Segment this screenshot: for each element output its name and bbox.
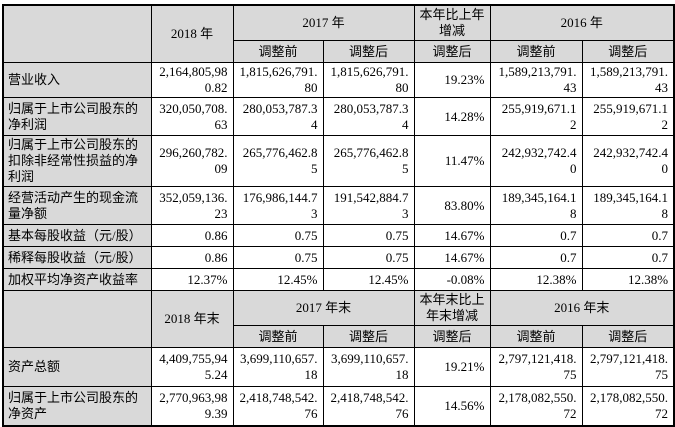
cell-change: 11.47%	[413, 135, 491, 187]
row-label: 归属于上市公司股东的净利润	[2, 97, 152, 136]
cell-2016-before: 0.7	[489, 224, 583, 247]
cell-2017-after: 0.75	[322, 224, 415, 247]
cell-2017-before: 176,986,144.73	[232, 186, 324, 225]
row-net-profit-excl-nonrecurring: 归属于上市公司股东的扣除非经常性损益的净利润 296,260,782.09 26…	[2, 135, 675, 187]
cell-2018: 2,770,963,989.39	[150, 386, 234, 426]
row-label: 经营活动产生的现金流量净额	[2, 186, 152, 225]
col-header-2018-end: 2018 年末	[150, 290, 234, 348]
col-header-change: 本年比上年增减	[413, 4, 491, 41]
cell-2017-after: 280,053,787.34	[322, 97, 415, 136]
financial-summary-table: 2018 年 2017 年 本年比上年增减 2016 年 调整前 调整后 调整后…	[2, 4, 675, 427]
cell-2018: 0.86	[150, 246, 234, 269]
row-label: 归属于上市公司股东的扣除非经常性损益的净利润	[2, 135, 152, 187]
cell-2017-before: 1,815,626,791.80	[232, 62, 324, 98]
cell-2016-before: 2,797,121,418.75	[489, 347, 583, 387]
section2-header-row-1: 2018 年末 2017 年末 本年末比上年末增减 2016 年末	[2, 290, 675, 348]
cell-change: 14.67%	[413, 246, 491, 269]
cell-2018: 320,050,708.63	[150, 97, 234, 136]
cell-change: 14.28%	[413, 97, 491, 136]
cell-2017-after: 12.45%	[322, 268, 415, 291]
subheader-2017-before: 调整前	[232, 325, 324, 348]
col-header-2016: 2016 年	[489, 4, 675, 41]
cell-2017-before: 280,053,787.34	[232, 97, 324, 136]
cell-2016-before: 255,919,671.12	[489, 97, 583, 136]
cell-2017-before: 0.75	[232, 224, 324, 247]
row-weighted-avg-roe: 加权平均净资产收益率 12.37% 12.45% 12.45% -0.08% 1…	[2, 268, 675, 291]
cell-2016-before: 242,932,742.40	[489, 135, 583, 187]
cell-2017-after: 3,699,110,657.18	[322, 347, 415, 387]
subheader-2016-after: 调整后	[581, 40, 675, 63]
cell-change: 19.23%	[413, 62, 491, 98]
cell-2017-after: 191,542,884.73	[322, 186, 415, 225]
cell-2017-before: 2,418,748,542.76	[232, 386, 324, 426]
row-net-assets: 归属于上市公司股东的净资产 2,770,963,989.39 2,418,748…	[2, 386, 675, 426]
cell-change: 19.21%	[413, 347, 491, 387]
row-label: 基本每股收益（元/股）	[2, 224, 152, 247]
row-label: 营业收入	[2, 62, 152, 98]
cell-2016-after: 2,797,121,418.75	[581, 347, 675, 387]
cell-2017-before: 0.75	[232, 246, 324, 269]
subheader-change-after: 调整后	[413, 40, 491, 63]
cell-change: 83.80%	[413, 186, 491, 225]
cell-2018: 12.37%	[150, 268, 234, 291]
cell-2016-after: 0.7	[581, 246, 675, 269]
cell-2016-after: 12.38%	[581, 268, 675, 291]
row-total-assets: 资产总额 4,409,755,945.24 3,699,110,657.18 3…	[2, 347, 675, 387]
cell-2016-after: 1,589,213,791.43	[581, 62, 675, 98]
subheader-2016-before: 调整前	[489, 40, 583, 63]
col-header-2017: 2017 年	[232, 4, 415, 41]
cell-2016-before: 12.38%	[489, 268, 583, 291]
cell-2017-before: 265,776,462.85	[232, 135, 324, 187]
cell-change: 14.67%	[413, 224, 491, 247]
cell-2016-after: 242,932,742.40	[581, 135, 675, 187]
col-header-change-end: 本年末比上年末增减	[413, 290, 491, 326]
row-revenue: 营业收入 2,164,805,980.82 1,815,626,791.80 1…	[2, 62, 675, 98]
cell-change: -0.08%	[413, 268, 491, 291]
row-operating-cash-flow: 经营活动产生的现金流量净额 352,059,136.23 176,986,144…	[2, 186, 675, 225]
cell-2018: 2,164,805,980.82	[150, 62, 234, 98]
section1-header-row-1: 2018 年 2017 年 本年比上年增减 2016 年	[2, 4, 675, 63]
cell-2017-after: 1,815,626,791.80	[322, 62, 415, 98]
row-label: 稀释每股收益（元/股）	[2, 246, 152, 269]
row-label: 加权平均净资产收益率	[2, 268, 152, 291]
row-label: 归属于上市公司股东的净资产	[2, 386, 152, 426]
row-diluted-eps: 稀释每股收益（元/股） 0.86 0.75 0.75 14.67% 0.7 0.…	[2, 246, 675, 269]
cell-2017-after: 0.75	[322, 246, 415, 269]
cell-2017-after: 2,418,748,542.76	[322, 386, 415, 426]
cell-change: 14.56%	[413, 386, 491, 426]
col-header-2017-end: 2017 年末	[232, 290, 415, 326]
col-header-2018: 2018 年	[150, 4, 234, 63]
subheader-2016-before: 调整前	[489, 325, 583, 348]
subheader-2017-after: 调整后	[322, 325, 415, 348]
cell-2016-after: 189,345,164.18	[581, 186, 675, 225]
cell-2016-before: 2,178,082,550.72	[489, 386, 583, 426]
subheader-2017-before: 调整前	[232, 40, 324, 63]
cell-2017-before: 12.45%	[232, 268, 324, 291]
cell-2016-before: 189,345,164.18	[489, 186, 583, 225]
cell-2018: 352,059,136.23	[150, 186, 234, 225]
cell-2016-after: 255,919,671.12	[581, 97, 675, 136]
row-net-profit: 归属于上市公司股东的净利润 320,050,708.63 280,053,787…	[2, 97, 675, 136]
cell-2018: 296,260,782.09	[150, 135, 234, 187]
cell-2016-before: 0.7	[489, 246, 583, 269]
subheader-2017-after: 调整后	[322, 40, 415, 63]
cell-2018: 0.86	[150, 224, 234, 247]
cell-2016-after: 0.7	[581, 224, 675, 247]
section1-header-row-2: 调整前 调整后 调整后 调整前 调整后	[3, 40, 675, 63]
corner-cell	[2, 4, 152, 63]
col-header-2016-end: 2016 年末	[489, 290, 675, 326]
cell-2016-after: 2,178,082,550.72	[581, 386, 675, 426]
corner-cell	[2, 290, 152, 348]
row-basic-eps: 基本每股收益（元/股） 0.86 0.75 0.75 14.67% 0.7 0.…	[2, 224, 675, 247]
subheader-2016-after: 调整后	[581, 325, 675, 348]
cell-2017-before: 3,699,110,657.18	[232, 347, 324, 387]
subheader-change-after: 调整后	[413, 325, 491, 348]
cell-2018: 4,409,755,945.24	[150, 347, 234, 387]
cell-2016-before: 1,589,213,791.43	[489, 62, 583, 98]
row-label: 资产总额	[2, 347, 152, 387]
cell-2017-after: 265,776,462.85	[322, 135, 415, 187]
